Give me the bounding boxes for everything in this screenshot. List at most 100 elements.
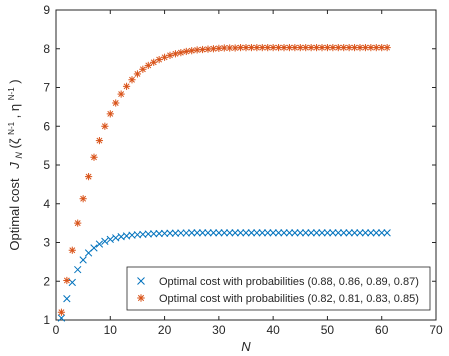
data-point-asterisk-marker xyxy=(63,276,71,285)
data-point-asterisk-marker xyxy=(177,49,185,57)
x-tick-label: 20 xyxy=(158,323,172,337)
x-tick-label: 70 xyxy=(429,323,443,337)
data-point-x-marker xyxy=(215,229,223,237)
data-point-x-marker xyxy=(329,229,337,237)
data-point-x-marker xyxy=(188,229,196,237)
data-point-x-marker xyxy=(182,229,190,237)
y-axis-label-sup1: N-1 xyxy=(7,121,16,134)
x-tick-label: 30 xyxy=(212,323,226,337)
data-point-asterisk-marker xyxy=(383,43,391,52)
x-axis-label: N xyxy=(241,339,251,354)
y-tick-label: 4 xyxy=(43,197,50,211)
data-point-asterisk-marker xyxy=(112,99,120,107)
data-point-asterisk-marker xyxy=(150,58,158,66)
data-point-x-marker xyxy=(264,229,272,237)
data-point-x-marker xyxy=(171,229,180,237)
x-tick-label: 0 xyxy=(53,323,60,337)
data-point-x-marker xyxy=(95,240,104,248)
data-point-x-marker xyxy=(242,229,250,237)
data-point-x-marker xyxy=(367,229,375,237)
data-point-asterisk-marker xyxy=(137,294,145,302)
data-point-asterisk-marker xyxy=(128,76,136,84)
data-point-asterisk-marker xyxy=(334,43,342,52)
y-axis-label-args: (ζ xyxy=(7,138,22,148)
data-point-x-marker xyxy=(361,229,370,237)
x-tick-label: 50 xyxy=(321,323,335,337)
legend: Optimal cost with probabilities (0.88, 0… xyxy=(126,266,431,311)
data-point-asterisk-marker xyxy=(90,153,98,161)
x-axis-ticks: 0 10 20 30 40 50 60 70 xyxy=(53,10,443,337)
data-point-x-marker xyxy=(383,229,391,237)
data-point-x-marker xyxy=(291,229,299,237)
y-tick-label: 5 xyxy=(43,158,50,172)
data-point-x-marker xyxy=(285,229,294,237)
data-point-x-marker xyxy=(372,229,380,237)
data-point-x-marker xyxy=(155,229,163,238)
data-point-x-marker xyxy=(258,229,266,237)
data-point-x-marker xyxy=(312,229,321,237)
data-point-asterisk-marker xyxy=(160,53,169,61)
data-point-x-marker xyxy=(160,229,169,238)
data-point-asterisk-marker xyxy=(198,45,207,54)
data-point-asterisk-marker xyxy=(166,51,174,59)
data-point-x-marker xyxy=(106,235,114,244)
data-point-asterisk-marker xyxy=(117,90,125,98)
y-tick-label: 8 xyxy=(43,42,50,56)
data-point-asterisk-marker xyxy=(155,56,163,64)
data-point-asterisk-marker xyxy=(226,44,234,52)
data-point-x-marker xyxy=(79,256,87,264)
y-axis-ticks: 1 2 3 4 5 6 7 8 9 xyxy=(43,3,436,327)
y-tick-label: 2 xyxy=(43,274,50,288)
data-point-x-marker xyxy=(57,314,66,322)
data-point-x-marker xyxy=(220,229,228,237)
data-point-x-marker xyxy=(150,230,158,238)
x-tick-label: 60 xyxy=(375,323,389,337)
data-point-x-marker xyxy=(177,229,185,237)
data-point-x-marker xyxy=(209,229,218,237)
data-point-asterisk-marker xyxy=(209,45,218,53)
data-point-x-marker xyxy=(274,229,283,237)
data-point-asterisk-marker xyxy=(139,65,147,73)
data-point-x-marker xyxy=(318,229,326,237)
data-point-x-marker xyxy=(101,237,109,245)
data-point-x-marker xyxy=(236,229,245,237)
data-point-asterisk-marker xyxy=(182,47,190,56)
y-axis-label-sub: N xyxy=(14,152,24,159)
data-point-asterisk-marker xyxy=(84,173,93,181)
data-point-asterisk-marker xyxy=(307,43,315,52)
data-point-x-marker xyxy=(63,295,71,303)
data-point-x-marker xyxy=(340,229,348,237)
data-point-asterisk-marker xyxy=(101,122,109,130)
series-1 xyxy=(57,229,391,322)
data-point-x-marker xyxy=(350,229,359,237)
series-2 xyxy=(57,43,391,316)
data-point-asterisk-marker xyxy=(95,136,104,145)
data-point-asterisk-marker xyxy=(57,308,66,316)
y-axis-label-math: J xyxy=(7,162,22,170)
data-point-asterisk-marker xyxy=(122,82,131,90)
data-point-asterisk-marker xyxy=(106,110,114,118)
data-point-x-marker xyxy=(90,244,98,252)
data-point-asterisk-marker xyxy=(350,43,359,52)
legend-label-series-1: Optimal cost with probabilities (0.88, 0… xyxy=(159,276,419,288)
data-point-x-marker xyxy=(302,229,310,237)
x-tick-label: 40 xyxy=(266,323,280,337)
data-point-x-marker xyxy=(323,229,332,237)
svg-text:Optimal cost J N: Optimal cost J N (ζ N-1 , η N-1 ) xyxy=(2,79,25,250)
data-point-asterisk-marker xyxy=(247,43,256,52)
data-point-x-marker xyxy=(193,229,201,237)
data-point-x-marker xyxy=(269,229,277,237)
y-axis-label-prefix: Optimal cost xyxy=(7,178,22,251)
data-point-asterisk-marker xyxy=(345,43,353,52)
data-point-asterisk-marker xyxy=(296,43,304,52)
y-tick-label: 3 xyxy=(43,236,50,250)
data-point-asterisk-marker xyxy=(68,246,76,254)
data-point-asterisk-marker xyxy=(74,219,82,227)
data-point-asterisk-marker xyxy=(144,61,152,70)
data-point-asterisk-marker xyxy=(372,43,380,52)
data-point-asterisk-marker xyxy=(258,43,266,52)
data-point-x-marker xyxy=(226,229,234,237)
data-point-x-marker xyxy=(334,229,342,237)
legend-marker-series-1 xyxy=(137,277,145,285)
